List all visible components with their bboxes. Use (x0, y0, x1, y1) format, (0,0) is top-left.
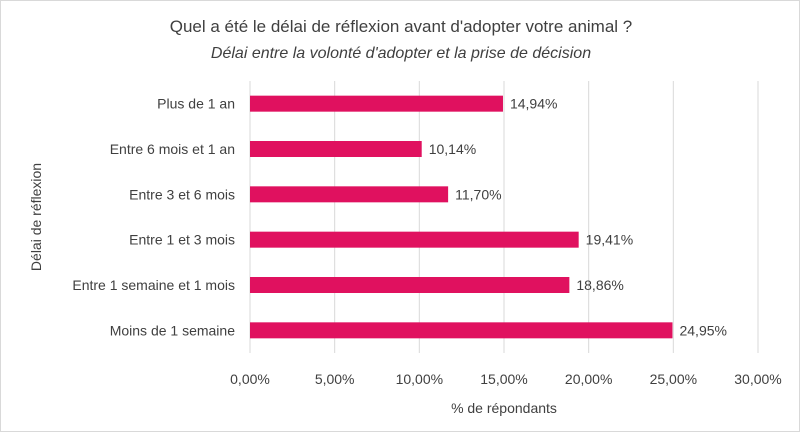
bar (250, 231, 579, 248)
labels: 0,00% 5,00% 10,00% 15,00% 20,00% 25,00% 30,00%… (72, 96, 781, 387)
chart-title: Quel a été le délai de réflexion avant d… (170, 17, 633, 36)
data-label: 10,14% (429, 141, 476, 157)
bar (250, 141, 422, 157)
bar (250, 277, 570, 293)
x-tick-label: 0,00% (230, 371, 270, 387)
bar (250, 95, 503, 112)
data-label: 14,94% (510, 96, 557, 112)
chart-subtitle: Délai entre la volonté d'adopter et la p… (211, 45, 591, 62)
data-label: 24,95% (679, 322, 726, 338)
gridlines (249, 81, 759, 353)
y-axis-title: Délai de réflexion (28, 163, 44, 271)
x-tick-label: 10,00% (396, 371, 443, 387)
x-tick-label: 15,00% (480, 371, 527, 387)
category-label: Moins de 1 semaine (110, 322, 236, 338)
data-label: 18,86% (576, 277, 623, 293)
category-label: Entre 6 mois et 1 an (110, 141, 235, 157)
category-label: Plus de 1 an (157, 96, 235, 112)
x-tick-label: 25,00% (650, 371, 697, 387)
bar (250, 322, 673, 339)
x-tick-label: 30,00% (734, 371, 781, 387)
data-label: 11,70% (455, 186, 501, 202)
bars (250, 95, 673, 339)
x-axis-title: % de répondants (451, 400, 557, 416)
x-tick-label: 5,00% (315, 371, 355, 387)
bar (250, 186, 449, 203)
category-label: Entre 3 et 6 mois (129, 186, 235, 202)
category-label: Entre 1 et 3 mois (129, 232, 235, 248)
x-tick-label: 20,00% (565, 371, 612, 387)
category-label: Entre 1 semaine et 1 mois (72, 277, 235, 293)
data-label: 19,41% (586, 232, 633, 248)
